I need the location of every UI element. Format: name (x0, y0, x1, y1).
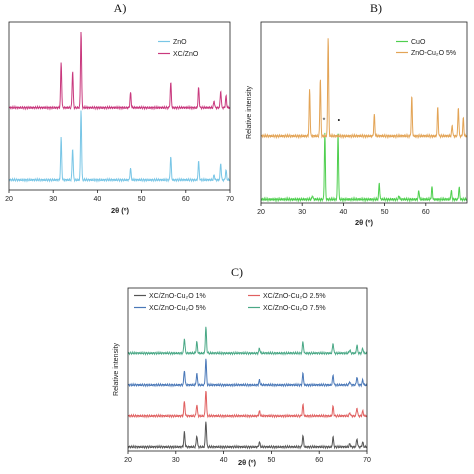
series-line-0 (9, 110, 230, 183)
panel-label: C) (231, 265, 243, 279)
peak-marker: • (338, 117, 341, 124)
chart-panel-2: C) 20 30 40 50 60 70 2θ (º) Relative intensity XC… (113, 265, 371, 467)
legend-entry: XC/ZnO-Cu₂O 1% (149, 293, 206, 300)
x-tick-label: 40 (94, 196, 102, 203)
legend-entry: XC/ZnO (173, 51, 199, 58)
chart-panel-1: B) 20 30 40 50 60 2θ (º) Relative intensity CuO Z… (246, 1, 468, 227)
series-line-0 (128, 421, 367, 450)
legend-entry: ZnO (173, 39, 187, 46)
x-tick-label: 60 (315, 457, 323, 464)
series-line-3 (128, 326, 367, 356)
x-axis-label: 2θ (º) (238, 458, 257, 467)
series-line-0 (261, 132, 467, 203)
x-tick-label: 20 (124, 457, 132, 464)
x-tick-label: 40 (220, 457, 228, 464)
x-tick-label: 20 (5, 196, 13, 203)
peak-marker: * (323, 117, 326, 124)
x-tick-label: 60 (422, 209, 430, 216)
legend-entry: XC/ZnO-Cu₂O 2.5% (263, 293, 326, 300)
x-axis-label: 2θ (º) (355, 218, 374, 227)
series-line-1 (9, 31, 230, 111)
legend-entry: XC/ZnO-Cu₂O 7.5% (263, 305, 326, 312)
panel-label: A) (114, 1, 127, 15)
y-axis-label: Relative intensity (246, 86, 253, 139)
legend-entry: ZnO-Cu₂O 5% (411, 50, 456, 57)
series-line-1 (128, 390, 367, 419)
x-axis-label: 2θ (º) (111, 206, 130, 215)
x-tick-label: 70 (363, 457, 371, 464)
x-tick-label: 70 (226, 196, 234, 203)
x-tick-label: 30 (298, 209, 306, 216)
plot-frame (260, 21, 468, 204)
x-tick-label: 60 (182, 196, 190, 203)
chart-panel-0: A) 20 30 40 50 60 70 2θ (º) ZnO XC/ZnO (5, 1, 234, 215)
x-tick-label: 20 (257, 209, 265, 216)
series-line-2 (128, 358, 367, 388)
panel-label: B) (370, 1, 382, 15)
legend-entry: XC/ZnO-Cu₂O 5% (149, 305, 206, 312)
legend-entry: CuO (411, 39, 426, 46)
x-tick-label: 50 (138, 196, 146, 203)
x-tick-label: 40 (340, 209, 348, 216)
y-axis-label: Relative intensity (113, 343, 120, 396)
x-tick-label: 50 (268, 457, 276, 464)
x-tick-label: 30 (172, 457, 180, 464)
series-line-1 (261, 38, 467, 140)
plot-frame (127, 287, 368, 452)
plot-frame (8, 21, 231, 191)
x-tick-label: 50 (381, 209, 389, 216)
x-tick-label: 30 (49, 196, 57, 203)
